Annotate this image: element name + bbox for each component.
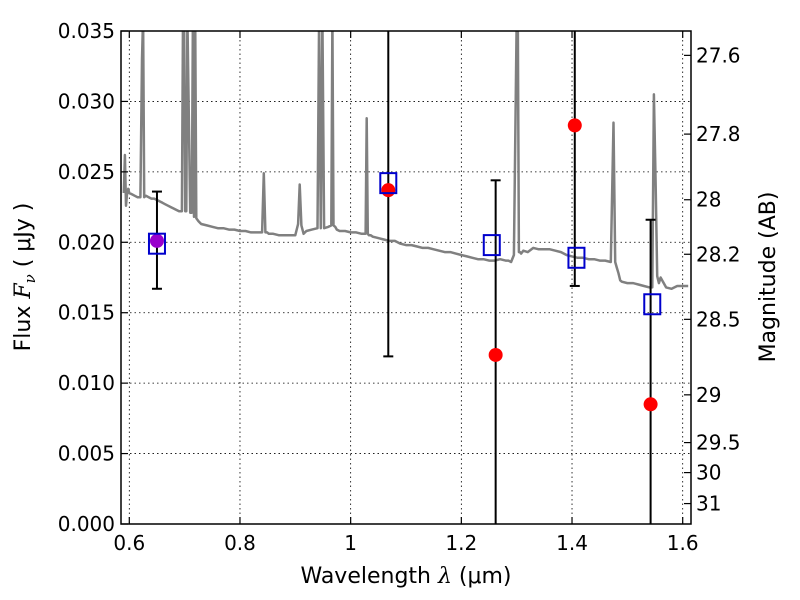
observed-point bbox=[567, 118, 582, 133]
observed-point bbox=[488, 347, 503, 362]
y-tick-label: 0.010 bbox=[58, 371, 115, 395]
right-tick-label: 27.8 bbox=[696, 122, 741, 146]
data-layer bbox=[122, 31, 689, 524]
right-tick-label: 29 bbox=[696, 383, 721, 407]
model-photometry-point bbox=[482, 234, 501, 257]
right-tick-label: 28 bbox=[696, 188, 721, 212]
y-tick-label: 0.030 bbox=[58, 89, 115, 113]
model-photometry-point bbox=[379, 172, 398, 195]
y-tick-label: 0.025 bbox=[58, 160, 115, 184]
y-tick-label: 0.000 bbox=[58, 512, 115, 536]
right-tick-label: 27.6 bbox=[696, 43, 741, 67]
right-axis-ticks: 27.6 27.8 28 28.2 28.5 29 29.5 30 31 bbox=[684, 43, 741, 516]
x-axis-ticks: 0.6 0.8 1 1.2 1.4 1.6 bbox=[113, 31, 699, 555]
observed-point bbox=[643, 397, 658, 412]
x-tick-label: 1.4 bbox=[556, 531, 588, 555]
model-photometry-point bbox=[147, 232, 166, 255]
y-tick-label: 0.035 bbox=[58, 19, 115, 43]
x-axis-title: Wavelength λ (μm) bbox=[300, 564, 511, 589]
model-photometry-points bbox=[147, 172, 662, 316]
x-tick-label: 1.6 bbox=[667, 531, 699, 555]
x-tick-label: 1.2 bbox=[445, 531, 477, 555]
plot-area bbox=[121, 31, 691, 524]
y-tick-label: 0.005 bbox=[58, 442, 115, 466]
observed-point bbox=[149, 233, 164, 248]
x-tick-label: 0.8 bbox=[224, 531, 256, 555]
right-axis-title: Magnitude (AB) bbox=[756, 192, 781, 363]
right-tick-label: 30 bbox=[696, 461, 721, 485]
y-tick-label: 0.020 bbox=[58, 230, 115, 254]
right-tick-label: 28.2 bbox=[696, 242, 741, 266]
x-tick-label: 1 bbox=[344, 531, 357, 555]
right-tick-label: 31 bbox=[696, 492, 721, 516]
y-tick-label: 0.015 bbox=[58, 301, 115, 325]
right-tick-label: 28.5 bbox=[696, 307, 741, 331]
right-tick-label: 29.5 bbox=[696, 431, 741, 455]
plot-frame bbox=[120, 30, 692, 525]
model-photometry-point bbox=[567, 246, 586, 269]
y-axis-ticks: 0.000 0.005 0.010 0.015 0.020 0.025 0.030 0.035 bbox=[58, 19, 128, 536]
observed-point bbox=[381, 183, 396, 198]
x-tick-label: 0.6 bbox=[113, 531, 145, 555]
y-axis-title: Flux Fν ( μJy ) bbox=[11, 203, 39, 352]
model-spectrum-line bbox=[122, 31, 689, 291]
model-photometry-point bbox=[643, 293, 662, 316]
